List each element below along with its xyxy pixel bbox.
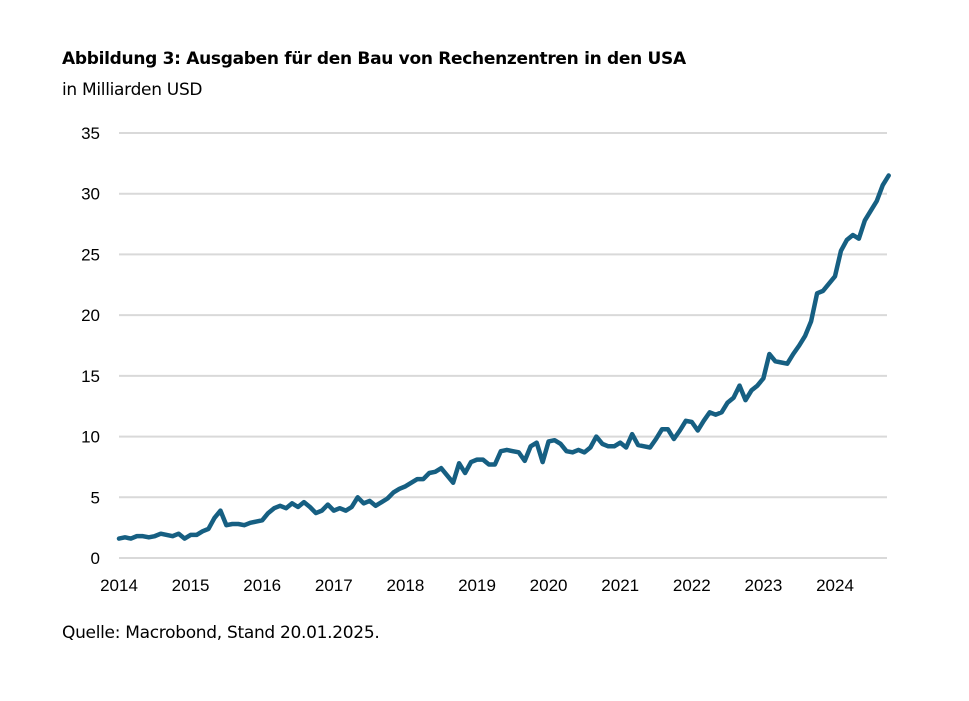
x-tick-label: 2023 (744, 576, 782, 595)
x-tick-label: 2022 (673, 576, 711, 595)
y-tick-label: 35 (81, 124, 100, 143)
y-tick-label: 5 (91, 488, 100, 507)
chart-title: Abbildung 3: Ausgaben für den Bau von Re… (62, 49, 686, 69)
y-tick-label: 10 (81, 428, 100, 447)
chart-subtitle: in Milliarden USD (62, 80, 203, 100)
y-tick-label: 25 (81, 245, 100, 264)
y-tick-label: 30 (81, 185, 100, 204)
x-tick-label: 2018 (386, 576, 424, 595)
y-tick-label: 20 (81, 306, 100, 325)
x-tick-label: 2016 (243, 576, 281, 595)
x-tick-label: 2019 (458, 576, 496, 595)
y-tick-label: 15 (81, 367, 100, 386)
x-tick-label: 2014 (100, 576, 138, 595)
x-tick-label: 2017 (315, 576, 353, 595)
x-tick-label: 2021 (601, 576, 639, 595)
y-tick-label: 0 (91, 549, 100, 568)
x-tick-label: 2020 (530, 576, 568, 595)
x-tick-label: 2015 (172, 576, 210, 595)
data-line (116, 173, 891, 541)
chart-source: Quelle: Macrobond, Stand 20.01.2025. (62, 623, 380, 643)
x-tick-label: 2024 (816, 576, 854, 595)
